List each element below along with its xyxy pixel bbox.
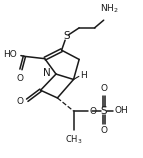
Text: NH$_2$: NH$_2$ — [100, 2, 119, 15]
Text: OH: OH — [114, 106, 128, 115]
Text: O: O — [100, 84, 107, 93]
Text: O: O — [100, 126, 107, 135]
Text: CH$_3$: CH$_3$ — [65, 133, 82, 146]
Text: S: S — [63, 31, 70, 41]
Text: HO: HO — [3, 50, 17, 59]
Text: O: O — [17, 97, 24, 106]
Text: N: N — [43, 68, 50, 78]
Text: H: H — [80, 71, 87, 80]
Text: O: O — [17, 74, 24, 83]
Text: O: O — [90, 106, 97, 115]
Text: S: S — [100, 106, 107, 116]
